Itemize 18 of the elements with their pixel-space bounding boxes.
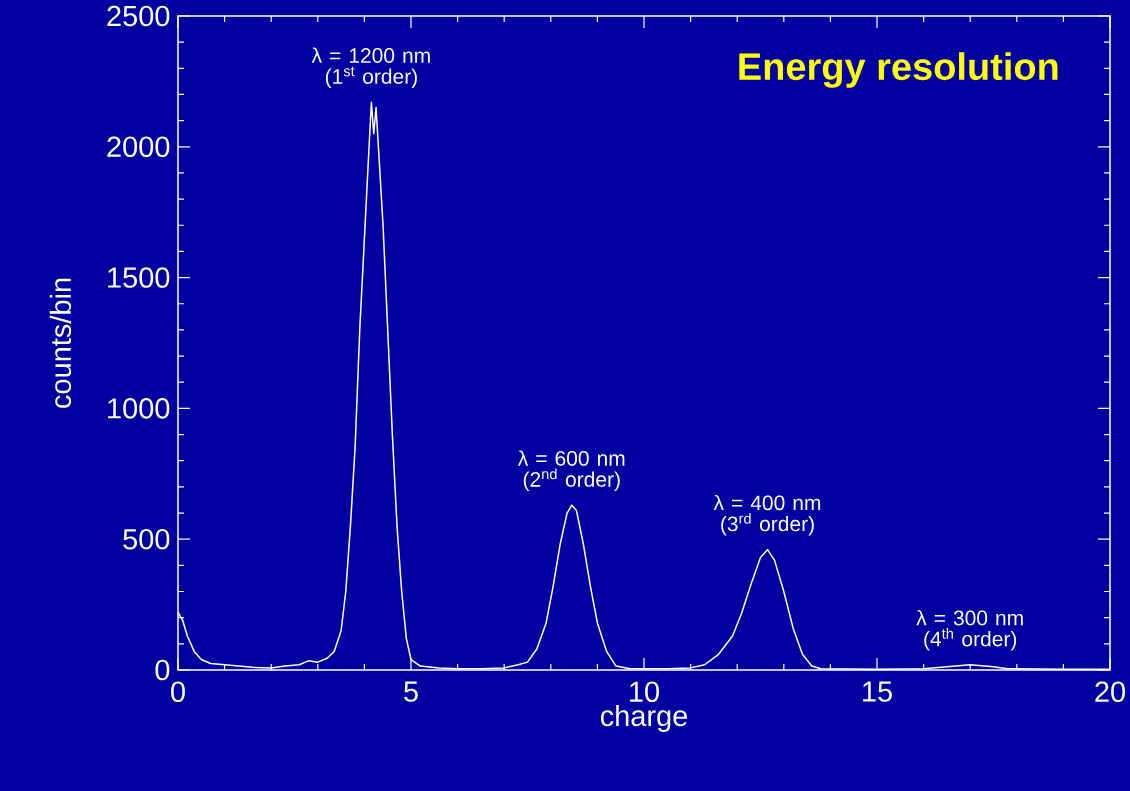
y-tick-label: 1500: [108, 267, 170, 288]
y-tick-label: 500: [123, 528, 170, 550]
annotation: λ = 300 nm (4$^{th}$ order): [916, 609, 1023, 651]
text: Energy resolution: [739, 52, 1058, 88]
y-tick-label: 1000: [108, 398, 170, 419]
annotation: λ = 600 nm (2$^{nd}$ order): [517, 450, 625, 491]
x-tick-label: 0: [171, 681, 185, 703]
x-tick-label: 5: [404, 681, 418, 702]
y-axis-title: counts/bin: [49, 278, 72, 408]
y-tick-label: 2000: [107, 136, 170, 158]
annotation: λ = 400 nm (3$^{rd}$ order): [713, 494, 821, 536]
x-tick-label: 10: [630, 681, 659, 703]
x-axis-title: charge: [600, 704, 688, 732]
y-tick-label: 2500: [107, 5, 170, 27]
annotation: λ = 1200 nm (1$^{st}$ order): [311, 47, 430, 89]
x-tick-label: 20: [1095, 681, 1125, 703]
y-tick-label: 0: [155, 659, 170, 681]
x-tick-label: 15: [863, 681, 892, 702]
